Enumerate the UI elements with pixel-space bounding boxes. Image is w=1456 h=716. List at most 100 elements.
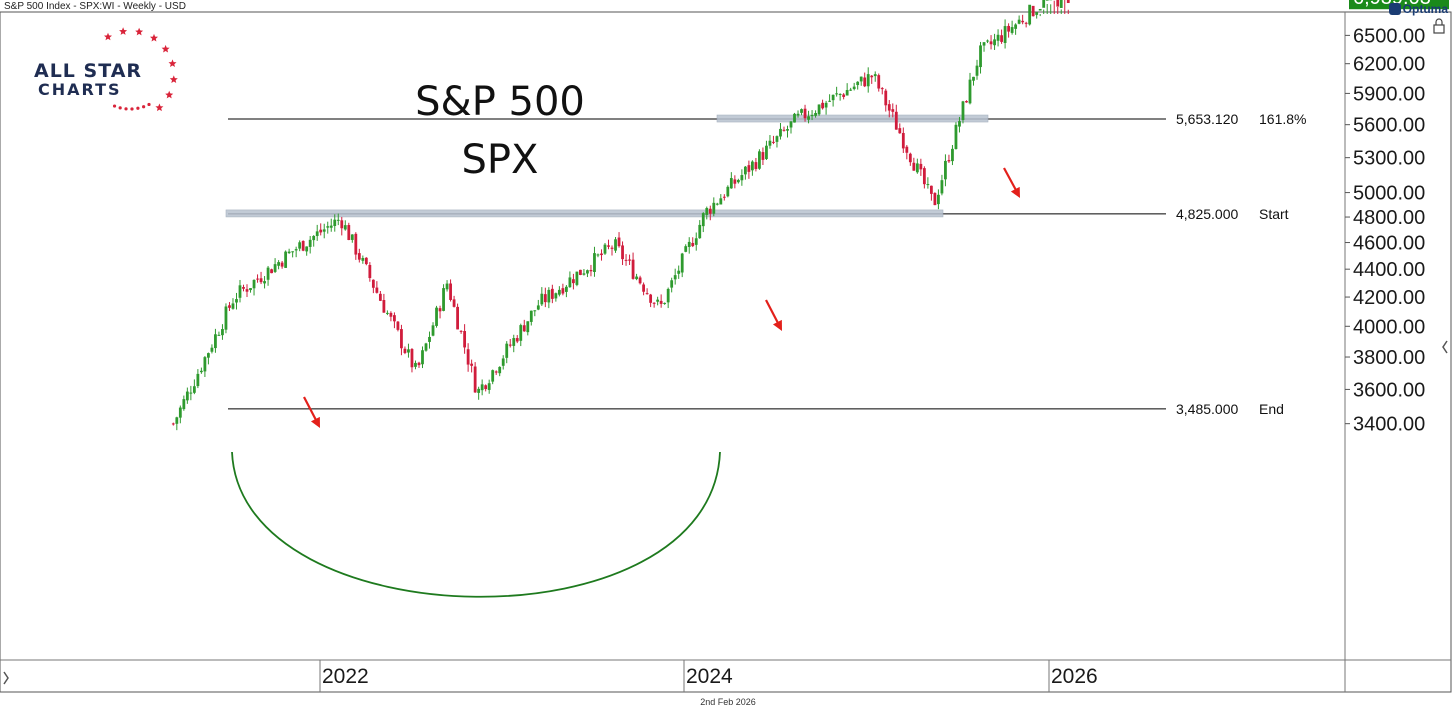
candle [593, 246, 596, 277]
candle-body [947, 160, 951, 162]
time-axis: 2022 2024 2026 [319, 660, 1098, 692]
logo-line-1: ALL STAR [34, 60, 143, 82]
candle-body [498, 366, 502, 374]
candle [343, 220, 347, 231]
candle [463, 324, 467, 354]
candle [424, 342, 428, 352]
candle-body [171, 423, 175, 425]
candle [649, 293, 653, 308]
candle [543, 287, 547, 308]
candle [350, 234, 354, 243]
candle [835, 86, 839, 97]
candle-body [494, 371, 498, 373]
candle-body [944, 160, 947, 180]
candle [965, 100, 968, 103]
candle [880, 87, 884, 95]
candle [515, 335, 519, 344]
candle-body [378, 293, 382, 301]
candle [519, 323, 523, 347]
candle-body [1000, 35, 1003, 42]
logo-line-2: CHARTS [38, 80, 122, 99]
x-tick-label: 2022 [322, 665, 369, 688]
logo-star-icon [169, 75, 178, 83]
candle [673, 268, 677, 285]
candle-body [687, 241, 691, 247]
candle-body [235, 299, 238, 303]
candle [508, 338, 512, 348]
fib-pct-label: 161.8% [1259, 111, 1306, 127]
candle [196, 369, 200, 389]
candle-body [610, 247, 614, 249]
candle-body [540, 293, 544, 305]
candle [659, 294, 663, 308]
candle [259, 271, 263, 285]
candle-body [456, 306, 459, 330]
candle-body [740, 175, 744, 181]
chart-frame [0, 11, 1452, 693]
candle-body [996, 34, 1000, 41]
resistance-zone [716, 114, 989, 123]
candle-body [322, 229, 326, 232]
candle-body [1035, 12, 1039, 15]
logo-dot [112, 104, 117, 108]
candle-body [1003, 26, 1007, 44]
candle [438, 305, 442, 319]
candle [484, 384, 488, 392]
candle [526, 321, 530, 336]
candle [1017, 15, 1021, 25]
candle [224, 303, 228, 334]
candle [182, 395, 186, 411]
candle [944, 154, 947, 187]
candle [614, 237, 617, 253]
candle [677, 265, 681, 279]
candle-body [280, 262, 284, 267]
candle-body [526, 321, 530, 333]
candle-body [761, 152, 765, 160]
candle-body [178, 407, 182, 418]
red-arrow-shaft [1003, 167, 1018, 193]
candle [207, 352, 210, 365]
candle-body [659, 300, 663, 304]
candle [382, 293, 386, 313]
candle-body [772, 141, 775, 143]
candle-body [210, 347, 214, 352]
candle-body [266, 267, 270, 280]
candle [789, 121, 793, 134]
candle [1049, 0, 1053, 14]
candle [670, 277, 674, 293]
candle [312, 235, 316, 247]
candle-body [884, 90, 888, 106]
candle [308, 235, 312, 254]
candle [550, 284, 554, 304]
candle [456, 303, 459, 330]
candle-body [217, 334, 221, 336]
candle-body [712, 202, 716, 214]
candle [487, 379, 491, 394]
candle [368, 262, 372, 282]
candle-body [1059, 0, 1063, 8]
candle-body [979, 45, 982, 68]
candle [838, 93, 842, 101]
candle-body [800, 109, 803, 113]
candle [393, 312, 396, 329]
candle-body [912, 162, 916, 171]
candle [993, 33, 996, 50]
red-arrow-shaft [303, 396, 318, 423]
candle-body [729, 178, 733, 189]
candle-body [389, 312, 393, 317]
candle-body [491, 370, 495, 382]
candle [536, 299, 540, 311]
candle-body [1056, 0, 1060, 7]
logo-star-icon [161, 44, 170, 53]
candle-body [642, 284, 646, 292]
candle-body [519, 325, 523, 341]
candle-body [185, 391, 189, 401]
candle [824, 100, 828, 115]
candle [410, 348, 414, 373]
x-tick-label: 2026 [1051, 665, 1098, 688]
candle-body [1014, 24, 1018, 29]
y-tick-label: 5600.00 [1353, 115, 1425, 137]
candle-body [824, 102, 828, 108]
candle-body [701, 213, 705, 227]
candle-body [898, 128, 902, 134]
